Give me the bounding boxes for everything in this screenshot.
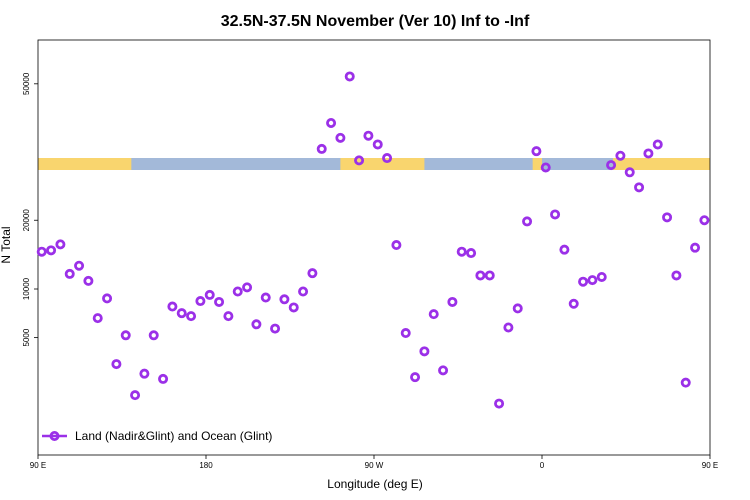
- data-point: [102, 293, 113, 304]
- data-point: [130, 390, 141, 401]
- y-tick-label: 20000: [22, 209, 31, 232]
- data-point: [120, 330, 131, 341]
- x-axis: 90 E 180 90 W 0 90 E: [30, 455, 718, 470]
- data-point: [662, 212, 673, 223]
- data-point: [372, 139, 383, 150]
- data-point: [176, 308, 187, 319]
- x-tick-label: 90 E: [702, 461, 718, 470]
- data-point: [111, 359, 122, 370]
- data-point: [260, 292, 271, 303]
- data-point: [139, 368, 150, 379]
- data-point: [410, 372, 421, 383]
- y-tick-label: 5000: [22, 328, 31, 346]
- data-point: [46, 245, 57, 256]
- data-point: [503, 322, 514, 333]
- data-point: [540, 162, 551, 173]
- data-point: [288, 302, 299, 313]
- land-segment: [612, 158, 710, 170]
- chart-title: 32.5N-37.5N November (Ver 10) Inf to -In…: [221, 13, 530, 30]
- data-point: [186, 311, 197, 322]
- data-point: [634, 182, 645, 193]
- data-point: [83, 275, 94, 286]
- x-axis-label: Longitude (deg E): [327, 477, 422, 491]
- data-point: [522, 216, 533, 227]
- land-segment: [94, 158, 132, 170]
- data-point: [92, 313, 103, 324]
- data-point: [270, 323, 281, 334]
- data-point: [335, 132, 346, 143]
- data-point: [419, 346, 430, 357]
- x-tick-label: 90 W: [365, 461, 384, 470]
- data-point: [652, 139, 663, 150]
- data-point: [391, 240, 402, 251]
- data-point: [148, 330, 159, 341]
- data-point: [382, 153, 393, 164]
- data-point: [531, 146, 542, 157]
- data-point: [475, 270, 486, 281]
- data-point: [363, 130, 374, 141]
- data-point: [615, 150, 626, 161]
- data-point: [344, 71, 355, 82]
- data-point: [64, 268, 75, 279]
- data-point: [596, 271, 607, 282]
- data-point: [456, 246, 467, 257]
- data-point: [36, 246, 47, 257]
- data-point: [251, 319, 262, 330]
- data-point: [680, 377, 691, 388]
- data-points: [36, 71, 710, 409]
- data-point: [298, 286, 309, 297]
- data-point: [494, 398, 505, 409]
- x-tick-label: 180: [199, 461, 213, 470]
- data-point: [690, 242, 701, 253]
- data-point: [512, 303, 523, 314]
- x-tick-label: 0: [540, 461, 545, 470]
- legend: Land (Nadir&Glint) and Ocean (Glint): [42, 429, 272, 443]
- data-point: [158, 373, 169, 384]
- y-tick-label: 50000: [22, 72, 31, 95]
- data-point: [204, 289, 215, 300]
- legend-label: Land (Nadir&Glint) and Ocean (Glint): [75, 429, 272, 443]
- land-segment: [38, 158, 94, 170]
- data-point: [587, 275, 598, 286]
- data-point: [354, 155, 365, 166]
- data-point: [232, 286, 243, 297]
- data-point: [400, 328, 411, 339]
- data-point: [307, 268, 318, 279]
- data-point: [568, 298, 579, 309]
- data-point: [242, 282, 253, 293]
- data-point: [466, 248, 477, 259]
- data-point: [195, 296, 206, 307]
- legend-marker: [49, 430, 60, 441]
- data-point: [559, 244, 570, 255]
- data-point: [214, 296, 225, 307]
- land-segment: [532, 158, 542, 170]
- data-point: [55, 239, 66, 250]
- x-tick-label: 90 E: [30, 461, 46, 470]
- data-point: [316, 143, 327, 154]
- y-tick-label: 10000: [22, 277, 31, 300]
- data-point: [326, 118, 337, 129]
- y-axis: 5000 10000 20000 50000: [22, 72, 38, 347]
- data-point: [74, 260, 85, 271]
- data-point: [606, 160, 617, 171]
- data-point: [484, 270, 495, 281]
- data-point: [643, 148, 654, 159]
- data-point: [671, 270, 682, 281]
- data-point: [624, 167, 635, 178]
- data-point: [447, 296, 458, 307]
- data-point: [279, 294, 290, 305]
- data-point: [428, 309, 439, 320]
- data-point: [223, 311, 234, 322]
- data-point: [578, 276, 589, 287]
- data-point: [699, 215, 710, 226]
- data-point: [167, 301, 178, 312]
- data-point: [438, 365, 449, 376]
- y-axis-label: N Total: [0, 226, 13, 263]
- data-point: [550, 209, 561, 220]
